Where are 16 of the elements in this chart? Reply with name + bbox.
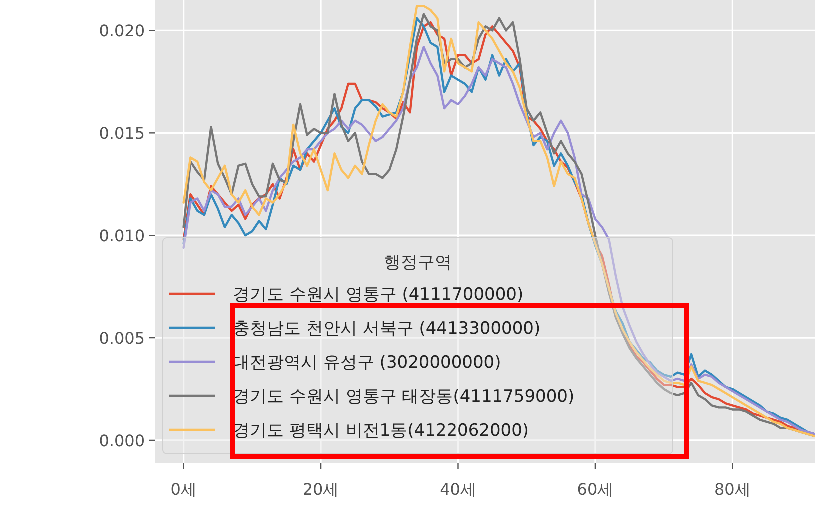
x-tick-label: 80세 xyxy=(714,480,751,499)
legend-title: 행정구역 xyxy=(384,253,452,273)
y-tick-label: 0.000 xyxy=(99,431,145,450)
y-tick-label: 0.015 xyxy=(99,124,145,144)
legend-label: 충청남도 천안시 서북구 (4413300000) xyxy=(233,319,541,339)
x-tick-label: 60세 xyxy=(577,480,614,499)
y-tick-label: 0.020 xyxy=(99,22,145,41)
legend-label: 대전광역시 유성구 (3020000000) xyxy=(233,353,502,373)
x-tick-label: 20세 xyxy=(302,480,340,499)
legend-label: 경기도 평택시 비전1동(4122062000) xyxy=(233,421,530,441)
y-tick-label: 0.005 xyxy=(99,329,145,348)
x-tick-label: 40세 xyxy=(440,480,476,499)
legend-label: 경기도 수원시 영통구 태장동(4111759000) xyxy=(233,387,575,407)
y-tick-label: 0.010 xyxy=(99,226,145,246)
legend-label: 경기도 수원시 영통구 (4111700000) xyxy=(233,285,524,305)
x-tick-label: 0세 xyxy=(170,480,197,499)
